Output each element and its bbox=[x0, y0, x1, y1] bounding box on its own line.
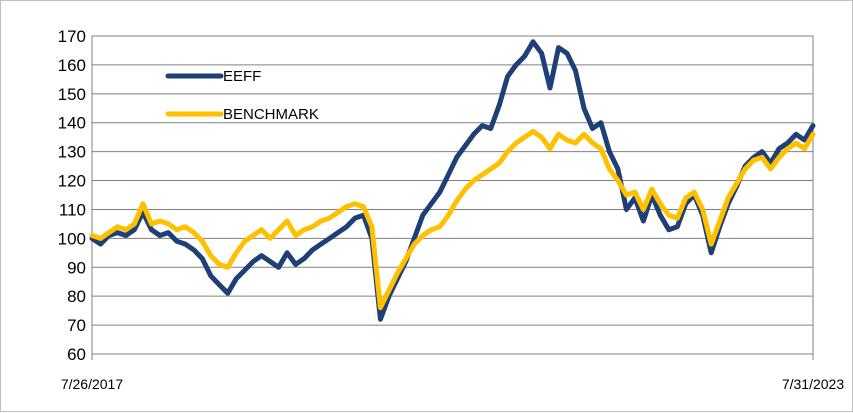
legend: EEFF BENCHMARK bbox=[165, 68, 319, 123]
y-tick-label: 60 bbox=[67, 345, 86, 364]
y-tick-label: 100 bbox=[58, 229, 86, 248]
x-tick-label: 7/31/2023 bbox=[782, 376, 844, 392]
axes: 60 70 80 90 100 110 120 130 140 150 160 170 7/26/201… bbox=[58, 27, 845, 392]
y-tick-label: 120 bbox=[58, 172, 86, 191]
y-tick-label: 150 bbox=[58, 85, 86, 104]
y-tick-label: 170 bbox=[58, 27, 86, 46]
x-tick-label: 7/26/2017 bbox=[61, 376, 123, 392]
series-line-benchmark bbox=[89, 128, 816, 311]
y-tick-label: 90 bbox=[67, 258, 86, 277]
legend-label-benchmark: BENCHMARK bbox=[223, 106, 319, 123]
plot-background bbox=[91, 35, 814, 355]
y-tick-label: 110 bbox=[59, 200, 86, 219]
y-tick-label: 140 bbox=[58, 114, 86, 133]
legend-label-eeff: EEFF bbox=[223, 68, 261, 85]
series-layer bbox=[89, 39, 816, 322]
series-line-eeff bbox=[89, 39, 816, 322]
y-tick-label: 70 bbox=[67, 316, 86, 335]
plot-area bbox=[91, 35, 814, 355]
y-tick-label: 130 bbox=[58, 143, 86, 162]
y-tick-label: 80 bbox=[67, 287, 86, 306]
y-tick-label: 160 bbox=[58, 56, 86, 75]
